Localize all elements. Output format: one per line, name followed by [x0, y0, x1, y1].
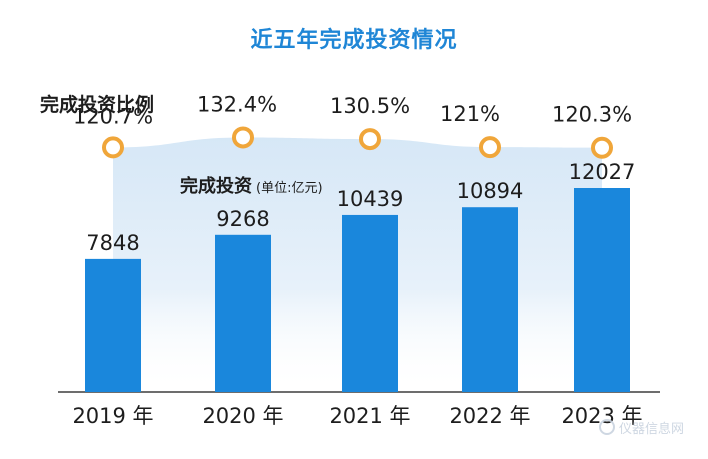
ratio-point-5	[591, 136, 613, 159]
x-tick-label-4: 2022 年	[449, 404, 530, 428]
bar-2	[215, 234, 271, 392]
bar-value-label-3: 10439	[337, 187, 404, 211]
bar-5	[574, 188, 630, 392]
chart-title: 近五年完成投资情况	[250, 28, 458, 53]
ratio-point-2	[232, 126, 254, 149]
bar-1	[85, 258, 141, 392]
ratio-label-2: 132.4%	[197, 92, 277, 116]
ratio-point-3	[359, 128, 381, 151]
ratio-label-4: 121%	[440, 102, 500, 126]
ratio-point-4	[479, 136, 501, 159]
ratio-label-3: 130.5%	[330, 94, 410, 118]
bar-3	[342, 214, 398, 392]
ratio-legend-label: 完成投资比例	[40, 94, 155, 116]
x-tick-label-1: 2019 年	[72, 404, 153, 428]
investment-legend: 完成投资 (单位:亿元)	[180, 172, 323, 198]
bar-value-label-4: 10894	[457, 179, 524, 203]
investment-unit-label: (单位:亿元)	[256, 181, 323, 196]
ratio-label-5: 120.3%	[552, 103, 632, 127]
investment-legend-label: 完成投资	[180, 176, 252, 197]
watermark-icon	[598, 419, 615, 435]
x-tick-label-2: 2020 年	[202, 404, 283, 428]
watermark-text: 仪器信息网	[618, 422, 684, 437]
bar-value-label-2: 9268	[216, 207, 269, 231]
ratio-label-1: 120.7%	[73, 104, 153, 128]
watermark: 仪器信息网	[598, 418, 684, 437]
bar-4	[462, 207, 518, 392]
ratio-point-1	[102, 136, 124, 159]
x-tick-label-3: 2021 年	[329, 404, 410, 428]
bar-value-label-1: 7848	[86, 231, 139, 255]
bar-value-label-5: 12027	[569, 160, 636, 184]
